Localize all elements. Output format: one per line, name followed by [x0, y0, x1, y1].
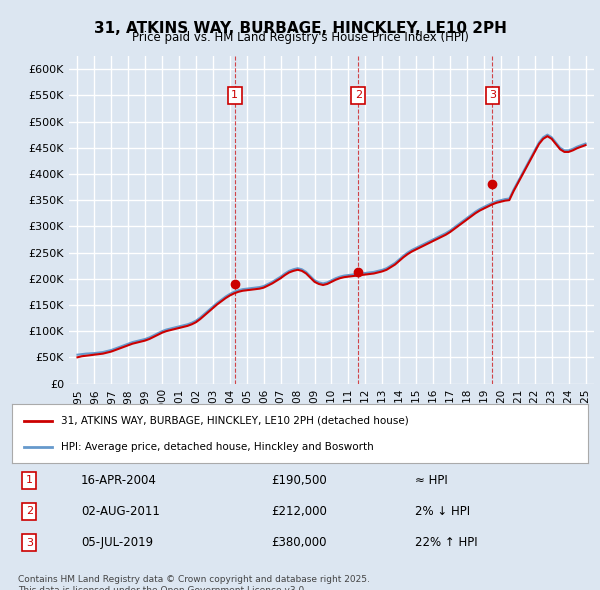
Text: £212,000: £212,000 — [271, 505, 327, 518]
Text: 22% ↑ HPI: 22% ↑ HPI — [415, 536, 478, 549]
Text: ≈ HPI: ≈ HPI — [415, 474, 448, 487]
Text: 05-JUL-2019: 05-JUL-2019 — [81, 536, 153, 549]
Text: £190,500: £190,500 — [271, 474, 327, 487]
Text: 02-AUG-2011: 02-AUG-2011 — [81, 505, 160, 518]
Text: 16-APR-2004: 16-APR-2004 — [81, 474, 157, 487]
Text: Contains HM Land Registry data © Crown copyright and database right 2025.
This d: Contains HM Land Registry data © Crown c… — [18, 575, 370, 590]
Text: 31, ATKINS WAY, BURBAGE, HINCKLEY, LE10 2PH: 31, ATKINS WAY, BURBAGE, HINCKLEY, LE10 … — [94, 21, 506, 35]
Text: 1: 1 — [26, 476, 33, 485]
Text: 1: 1 — [231, 90, 238, 100]
Text: £380,000: £380,000 — [271, 536, 326, 549]
Text: HPI: Average price, detached house, Hinckley and Bosworth: HPI: Average price, detached house, Hinc… — [61, 442, 374, 451]
Text: 3: 3 — [489, 90, 496, 100]
Text: 2% ↓ HPI: 2% ↓ HPI — [415, 505, 470, 518]
Text: 2: 2 — [26, 506, 33, 516]
Text: Price paid vs. HM Land Registry's House Price Index (HPI): Price paid vs. HM Land Registry's House … — [131, 31, 469, 44]
Text: 2: 2 — [355, 90, 362, 100]
Text: 31, ATKINS WAY, BURBAGE, HINCKLEY, LE10 2PH (detached house): 31, ATKINS WAY, BURBAGE, HINCKLEY, LE10 … — [61, 416, 409, 425]
Text: 3: 3 — [26, 537, 33, 548]
